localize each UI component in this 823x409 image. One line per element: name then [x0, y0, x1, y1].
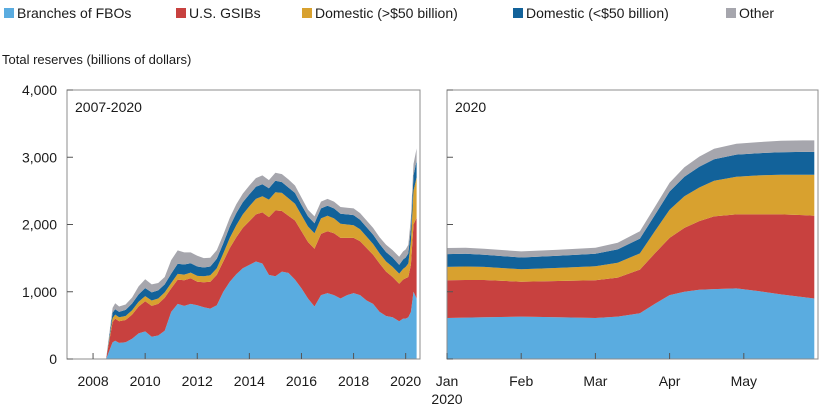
legend-swatch-branches-of-fbos	[4, 8, 14, 18]
legend-label-other: Other	[739, 5, 774, 21]
legend-label-domestic-50-billion: Domestic (<$50 billion)	[526, 5, 669, 21]
panel-2007-2020: 2007-2020 0 1,000 2,000 3,000 4,000 2008 2010 20…	[22, 82, 421, 389]
x-tick-label: Feb	[509, 373, 533, 389]
y-tick-label: 4,000	[22, 82, 57, 98]
panel-title: 2007-2020	[75, 99, 142, 115]
x-tick-label: 2016	[286, 373, 317, 389]
y-tick-label: 0	[49, 351, 57, 367]
x-tick-label: May	[731, 373, 757, 389]
area-u-s-gsibs	[67, 210, 417, 359]
x-tick-label: Apr	[659, 373, 681, 389]
x-tick-label: 2020	[431, 391, 462, 407]
legend: Branches of FBOs U.S. GSIBs Domestic (>$50…	[4, 5, 774, 21]
area-other	[447, 140, 815, 258]
x-tick-label: Mar	[583, 373, 607, 389]
legend-label-domestic-50-billion: Domestic (>$50 billion)	[315, 5, 458, 21]
area-domestic-50-billion	[67, 177, 417, 359]
area-other	[67, 148, 417, 359]
legend-swatch-domestic-50-billion	[513, 8, 523, 18]
legend-label-branches-of-fbos: Branches of FBOs	[17, 5, 131, 21]
x-tick-label: 2020	[390, 373, 421, 389]
y-tick-label: 3,000	[22, 149, 57, 165]
legend-label-u-s-gsibs: U.S. GSIBs	[189, 5, 261, 21]
area-branches-of-fbos	[447, 288, 815, 359]
x-tick-label: 2018	[338, 373, 369, 389]
area-u-s-gsibs	[447, 214, 815, 318]
y-axis-title: Total reserves (billions of dollars)	[2, 52, 191, 67]
x-tick-label: Jan	[436, 373, 459, 389]
x-tick-label: 2010	[130, 373, 161, 389]
legend-swatch-domestic-50-billion	[302, 8, 312, 18]
legend-swatch-other	[726, 8, 736, 18]
x-tick-label: 2012	[182, 373, 213, 389]
x-tick-label: 2014	[234, 373, 265, 389]
area-domestic-50-billion	[67, 160, 417, 359]
panel-2020: 2020 Jan 2020 Feb Mar Apr May	[431, 89, 819, 407]
area-domestic-50-billion	[447, 174, 815, 282]
area-branches-of-fbos	[67, 261, 417, 359]
x-tick-label: 2008	[77, 373, 108, 389]
area-domestic-50-billion	[447, 151, 815, 270]
legend-swatch-u-s-gsibs	[176, 8, 186, 18]
y-tick-label: 2,000	[22, 217, 57, 233]
panel-title: 2020	[455, 99, 486, 115]
y-tick-label: 1,000	[22, 284, 57, 300]
